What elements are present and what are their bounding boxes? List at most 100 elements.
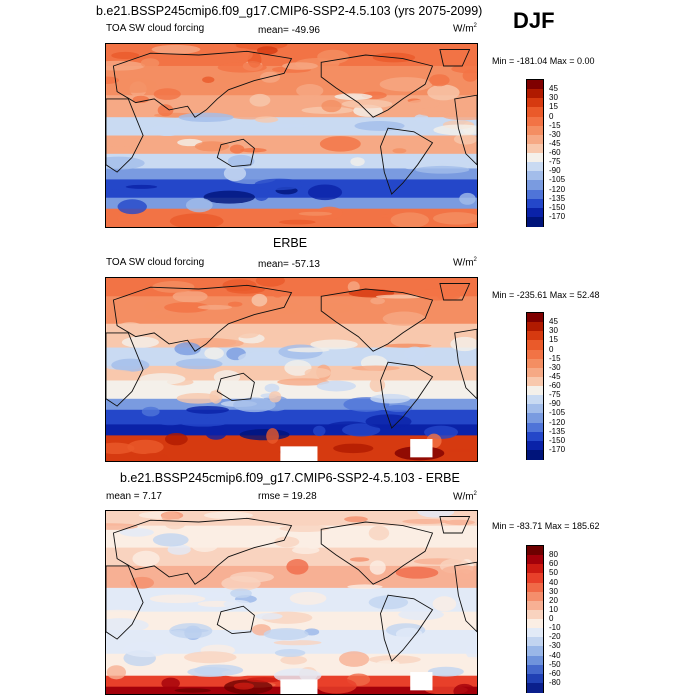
colorbar-tick-label: -60 <box>549 668 561 678</box>
colorbar-cell <box>527 107 543 117</box>
field-patch <box>365 414 412 429</box>
field-band <box>106 168 477 180</box>
field-patch <box>255 612 283 620</box>
field-patch <box>264 383 280 393</box>
field-patch <box>298 211 333 216</box>
field-patch <box>106 156 145 170</box>
field-patch <box>376 660 400 667</box>
colorbar-cell <box>527 162 543 172</box>
field-patch <box>213 44 237 54</box>
colorbar-cell <box>527 116 543 127</box>
field-patch <box>254 178 304 191</box>
field-patch <box>246 677 282 683</box>
colorbar-tick-label: -170 <box>549 444 566 454</box>
colorbar-tick-label: 0 <box>549 614 554 623</box>
panel-1-unit: W/m2 <box>453 23 477 35</box>
field-patch <box>402 518 450 524</box>
colorbar-cell <box>527 386 543 396</box>
colorbar-tick-label: 80 <box>549 550 558 560</box>
field-patch <box>351 365 400 371</box>
field-band <box>106 547 477 567</box>
field-patch <box>319 136 361 152</box>
colorbar-cell <box>527 600 543 611</box>
field-patch <box>321 99 342 113</box>
field-patch <box>106 618 149 633</box>
colorbar-cell <box>527 89 543 99</box>
field-patch <box>432 212 477 225</box>
field-patch <box>201 339 244 348</box>
field-patch <box>174 342 201 356</box>
panel-2-title: ERBE <box>273 236 308 250</box>
field-patch <box>280 655 308 665</box>
field-patch <box>278 219 316 225</box>
colorbar-cell <box>527 349 543 360</box>
field-patch <box>459 192 476 205</box>
colorbar-cell <box>527 682 543 693</box>
field-patch <box>132 550 160 567</box>
field-patch <box>333 443 374 454</box>
colorbar-cell <box>527 125 543 136</box>
field-patch <box>111 51 140 60</box>
colorbar-tick-label: 15 <box>549 102 558 112</box>
colorbar-cell <box>527 655 543 666</box>
colorbar-tick-label: -15 <box>549 353 561 363</box>
field-patch <box>392 148 407 154</box>
colorbar-cell <box>527 673 543 684</box>
coastline <box>380 127 434 195</box>
field-patch <box>233 682 254 690</box>
field-patch <box>197 304 233 310</box>
panel-1-mean-label: mean= -49.96 <box>258 25 320 36</box>
panel-2-colorbar: 45 30 15 0 -15 -30 -45 -60 -75 -90 -105 -120 -135 -15… <box>526 312 565 460</box>
field-patch <box>254 116 279 123</box>
field-patch <box>292 546 320 555</box>
colorbar-cell <box>527 395 543 405</box>
field-patch <box>223 165 247 182</box>
field-patch <box>256 46 278 55</box>
field-patch <box>279 524 330 532</box>
field-patch <box>370 393 411 404</box>
field-patch <box>127 439 164 455</box>
colorbar-tick-label: -150 <box>549 435 566 445</box>
field-patch <box>448 448 474 453</box>
colorbar-cell <box>527 431 543 442</box>
colorbar-tick-label: -60 <box>549 148 561 157</box>
colorbar-cell <box>527 591 543 602</box>
field-patch <box>314 303 354 314</box>
missing-data-patch <box>410 672 433 691</box>
colorbar-cell <box>527 582 543 593</box>
field-patch <box>217 62 267 73</box>
field-patch <box>203 190 255 204</box>
coastline <box>216 372 255 402</box>
coastline <box>320 288 434 352</box>
panel-3-minmax: Min = -83.71 Max = 185.62 <box>492 521 600 531</box>
field-patch <box>274 536 300 548</box>
colorbar-tick-label: 10 <box>549 604 558 614</box>
field-patch <box>347 584 383 590</box>
coastline <box>380 361 434 429</box>
field-patch <box>416 288 458 301</box>
coastline <box>320 521 434 585</box>
colorbar-cell <box>527 609 543 620</box>
panel-2-map <box>105 277 478 462</box>
colorbar-tick-label: -170 <box>549 211 566 221</box>
panel-3-mean-label: mean = 7.17 <box>106 491 162 502</box>
field-patch <box>417 511 455 518</box>
field-patch <box>428 380 464 397</box>
field-patch <box>453 683 476 694</box>
colorbar-tick-label: 50 <box>549 568 558 578</box>
field-patch <box>383 343 432 348</box>
field-patch <box>119 528 154 537</box>
field-patch <box>251 293 268 307</box>
coastline <box>216 138 255 168</box>
coastline <box>439 49 471 67</box>
field-patch <box>223 599 251 609</box>
field-patch <box>369 377 386 393</box>
missing-data-patch <box>410 439 433 458</box>
field-patch <box>415 165 470 174</box>
field-patch <box>257 123 310 128</box>
colorbar-tick-label: -90 <box>549 399 561 409</box>
colorbar-cell <box>527 404 543 414</box>
coastline <box>112 517 293 585</box>
field-patch <box>139 373 186 385</box>
field-patch <box>307 184 343 201</box>
